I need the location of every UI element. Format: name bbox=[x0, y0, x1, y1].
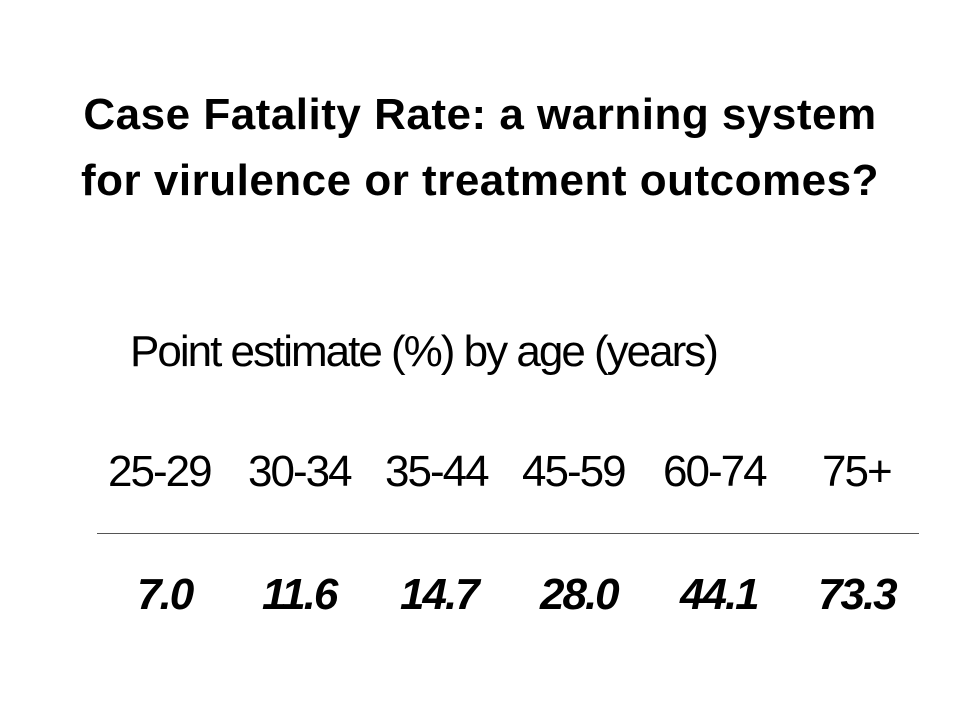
age-group-header-row: 25-29 30-34 35-44 45-59 60-74 75+ bbox=[0, 442, 960, 502]
age-group-label: 30-34 bbox=[248, 447, 353, 496]
age-group-label: 60-74 bbox=[663, 447, 768, 496]
point-estimate-value: 11.6 bbox=[262, 570, 338, 619]
slide-title: Case Fatality Rate: a warning system for… bbox=[81, 90, 879, 205]
point-estimate-row: 7.0 11.6 14.7 28.0 44.1 73.3 bbox=[0, 565, 960, 625]
point-estimate-value: 14.7 bbox=[400, 570, 480, 619]
table-subtitle: Point estimate (%) by age (years) bbox=[130, 327, 719, 376]
point-estimate-value: 44.1 bbox=[680, 570, 760, 619]
header-divider bbox=[97, 533, 919, 534]
point-estimate-value: 73.3 bbox=[818, 570, 898, 619]
age-group-label: 75+ bbox=[822, 447, 893, 496]
age-group-label: 45-59 bbox=[522, 447, 627, 496]
point-estimate-value: 7.0 bbox=[137, 570, 194, 619]
age-group-label: 35-44 bbox=[385, 447, 490, 496]
age-group-label: 25-29 bbox=[108, 447, 213, 496]
point-estimate-value: 28.0 bbox=[540, 570, 620, 619]
